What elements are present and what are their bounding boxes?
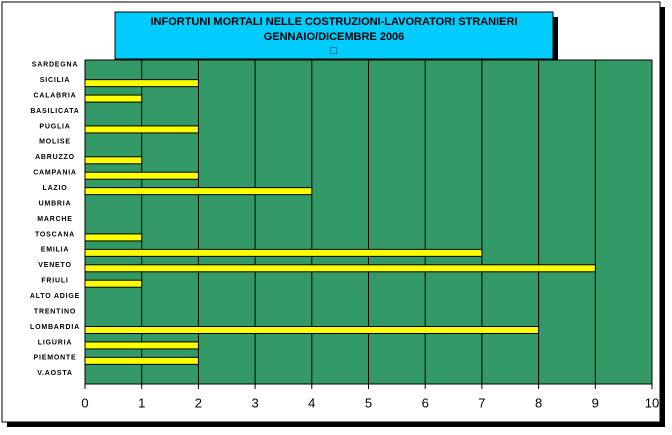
y-tick-label: PIEMONTE — [34, 355, 77, 362]
x-tick-label: 6 — [422, 395, 429, 410]
y-tick-label: BASILICATA — [30, 108, 79, 115]
bar — [84, 341, 199, 350]
x-tick-label: 0 — [81, 395, 88, 410]
bar — [84, 187, 313, 196]
x-tick-label: 8 — [535, 395, 542, 410]
x-tick-label: 2 — [195, 395, 202, 410]
bar — [84, 264, 596, 273]
y-tick-label: LOMBARDIA — [30, 324, 80, 331]
y-tick-label: LIGURIA — [38, 339, 72, 346]
y-tick-label: UMBRIA — [39, 200, 72, 207]
y-tick-label: ABRUZZO — [35, 154, 75, 161]
y-tick-label: TRENTINO — [34, 308, 76, 315]
bar — [84, 356, 199, 365]
x-tick-label: 7 — [478, 395, 485, 410]
bar — [84, 279, 143, 288]
y-tick-label: MOLISE — [39, 139, 71, 146]
bar — [84, 326, 540, 334]
title-box — [114, 11, 554, 60]
y-tick-label: LAZIO — [43, 185, 68, 192]
x-tick-label: 3 — [251, 395, 258, 410]
x-tick-label: 9 — [592, 395, 599, 410]
x-tick-label: 10 — [645, 395, 659, 410]
y-tick-label: TOSCANA — [35, 231, 75, 238]
y-tick-label: EMILIA — [41, 247, 70, 254]
bar — [84, 79, 199, 88]
bar — [84, 94, 143, 103]
bar — [84, 125, 199, 134]
y-tick-label: CALABRIA — [34, 92, 77, 99]
x-tick-label: 5 — [365, 395, 372, 410]
y-tick-label: ALTO ADIGE — [30, 293, 80, 300]
y-tick-label: SARDEGNA — [32, 62, 78, 69]
bar — [84, 156, 143, 165]
bar — [84, 233, 143, 242]
y-tick-label: VENETO — [38, 262, 71, 269]
chart-subtitle: GENNAIO/DICEMBRE 2006 — [264, 31, 405, 43]
chart-title: INFORTUNI MORTALI NELLE COSTRUZIONI-LAVO… — [150, 16, 517, 28]
bar — [84, 248, 483, 257]
y-tick-label: MARCHE — [37, 216, 73, 223]
y-tick-label: V.AOSTA — [37, 370, 73, 377]
bar — [84, 171, 199, 180]
y-tick-label: PUGLIA — [39, 123, 70, 130]
x-tick-label: 1 — [138, 395, 145, 410]
y-tick-label: CAMPANIA — [33, 170, 77, 177]
title-symbol: □ — [331, 45, 338, 57]
y-tick-label: SICILIA — [40, 77, 71, 84]
y-tick-label: FRIULI — [41, 278, 68, 285]
x-tick-label: 4 — [308, 395, 315, 410]
